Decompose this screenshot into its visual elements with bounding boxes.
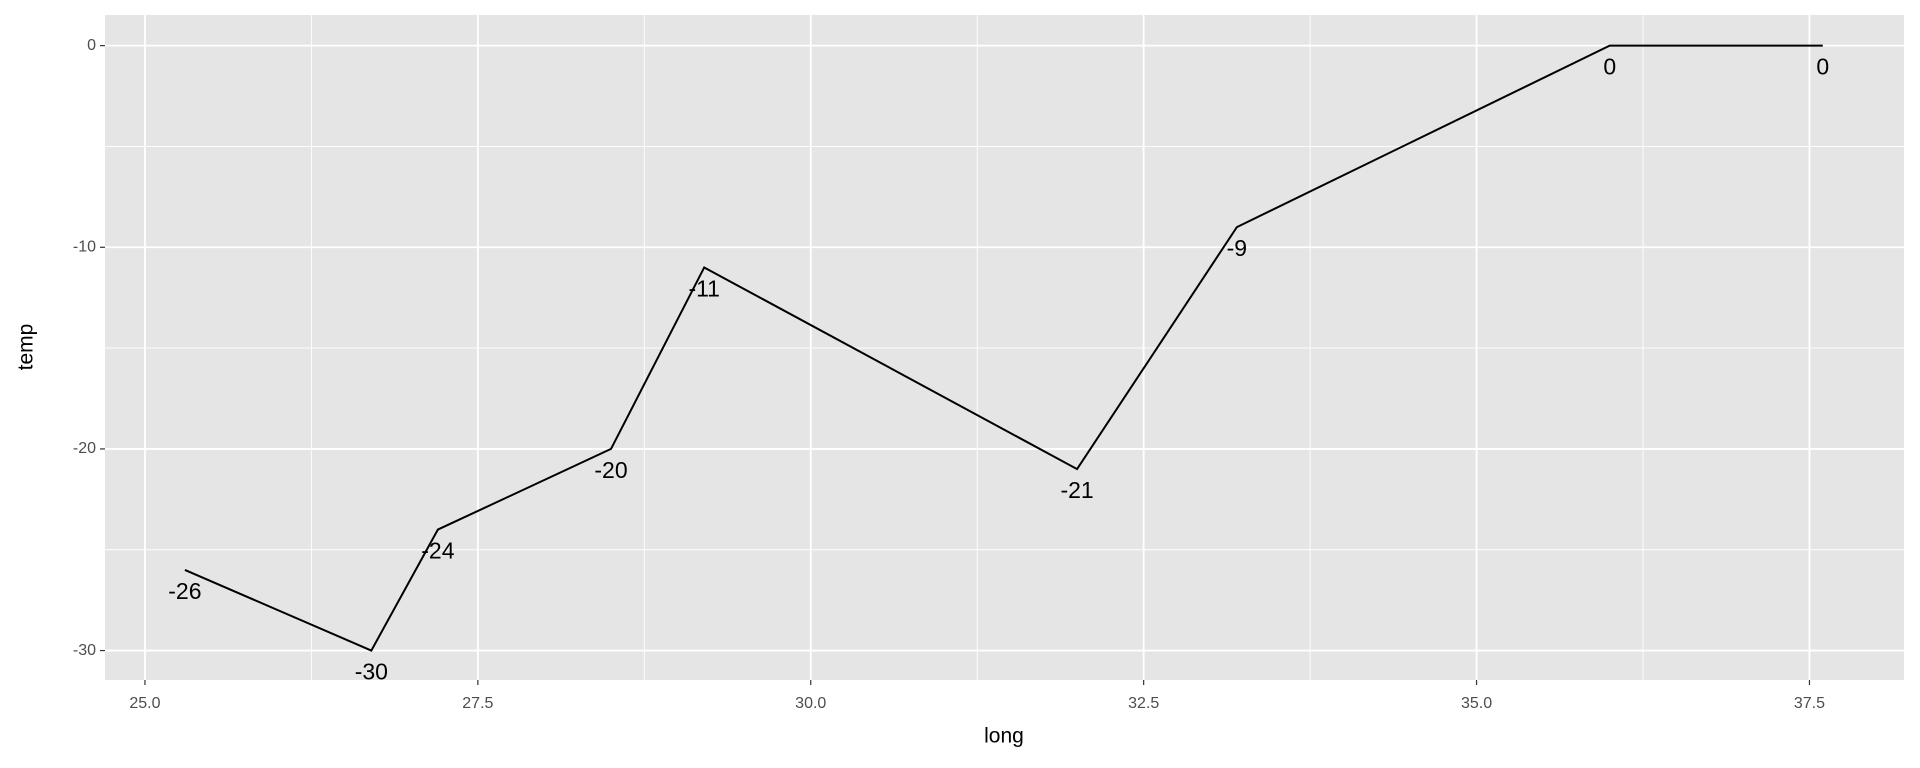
x-tick-label: 30.0 [795,695,826,712]
data-label: -30 [355,659,388,685]
x-tick-label: 27.5 [462,695,493,712]
y-tick-label: 0 [87,37,96,54]
data-label: 0 [1816,54,1829,80]
data-label: -21 [1060,477,1093,503]
x-tick-label: 32.5 [1128,695,1159,712]
data-label: -9 [1227,235,1247,261]
y-tick-label: -20 [73,440,96,457]
data-label: 0 [1603,54,1616,80]
x-tick-label: 37.5 [1794,695,1825,712]
data-label: -26 [168,578,201,604]
panel [105,15,1904,680]
line [184,44,1823,652]
x-tick-label: 35.0 [1461,695,1492,712]
data-label: -11 [688,276,720,302]
y-tick-label: -10 [73,239,96,256]
x-axis-title: long [984,725,1024,748]
y-tick-label: -30 [73,642,96,659]
data-label: -20 [594,457,627,483]
data-label: -24 [421,538,454,564]
y-axis-title: temp [15,324,38,371]
marks: -26 -30 -24 -20 -11 -21 -9 0 0 [168,44,1829,685]
x-tick-label: 25.0 [129,695,160,712]
grid [105,15,1904,680]
